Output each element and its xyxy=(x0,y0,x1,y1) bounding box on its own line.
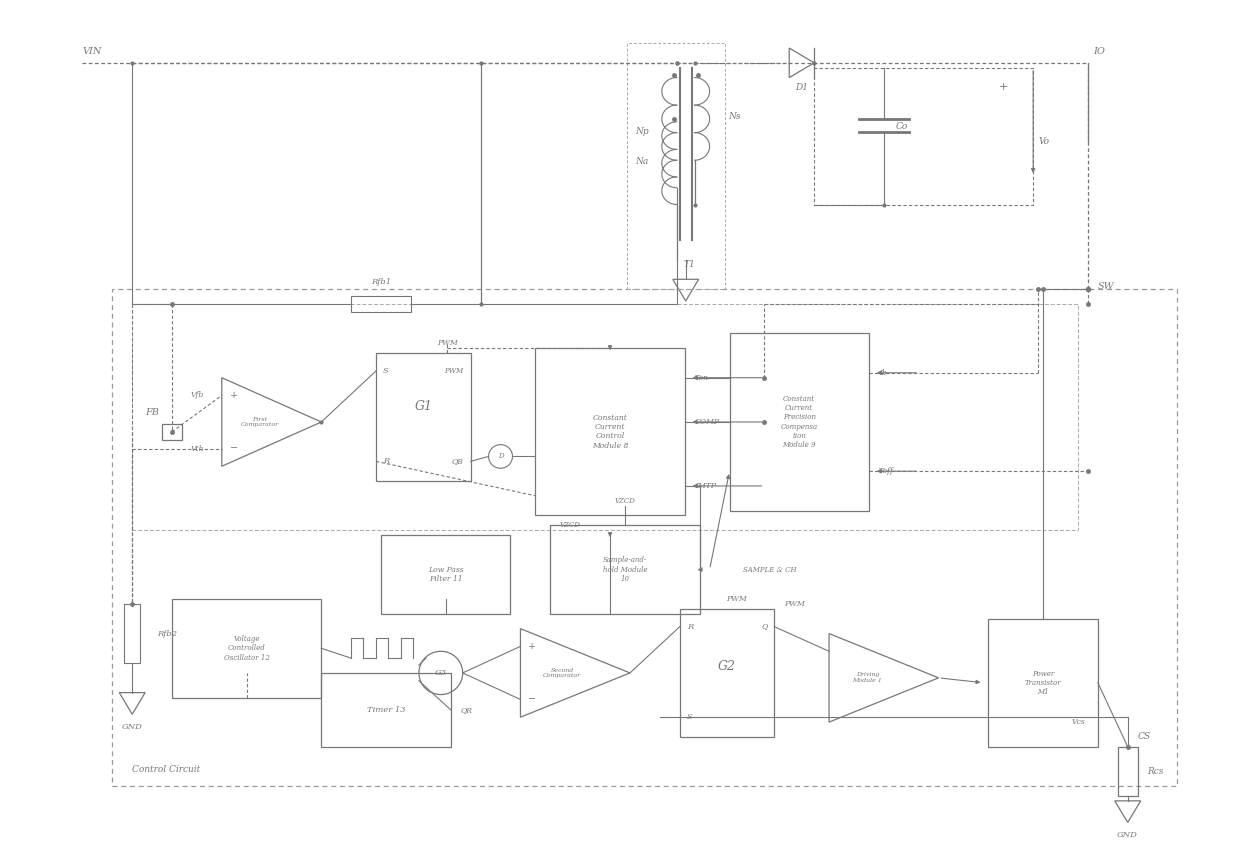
Text: Np: Np xyxy=(635,127,649,136)
Text: PWM: PWM xyxy=(784,600,805,608)
Text: Low Pass
Filter 11: Low Pass Filter 11 xyxy=(428,566,464,583)
Text: D: D xyxy=(497,452,503,460)
Text: S: S xyxy=(383,367,389,375)
Text: G1: G1 xyxy=(414,400,433,413)
Text: Ton: Ton xyxy=(694,373,709,382)
Text: Sample-and-
hold Module
10: Sample-and- hold Module 10 xyxy=(603,557,647,583)
Bar xyxy=(351,296,410,312)
Text: −: − xyxy=(229,444,238,453)
Text: G2: G2 xyxy=(718,660,737,673)
Text: QR: QR xyxy=(461,706,472,714)
Bar xyxy=(536,348,684,516)
Text: IO: IO xyxy=(1092,47,1105,56)
Text: Rcs: Rcs xyxy=(1148,767,1164,776)
Text: First
Comparator: First Comparator xyxy=(241,416,279,427)
Text: Second
Comparator: Second Comparator xyxy=(543,668,582,679)
Text: Timer 13: Timer 13 xyxy=(367,706,405,714)
Text: D1: D1 xyxy=(795,83,807,92)
Bar xyxy=(988,619,1097,747)
Text: Vcs: Vcs xyxy=(1071,718,1085,726)
Text: Rfb1: Rfb1 xyxy=(371,278,391,286)
Text: Vo: Vo xyxy=(1038,137,1049,146)
Text: G3: G3 xyxy=(435,669,446,677)
Bar xyxy=(162,424,182,440)
Bar xyxy=(551,526,699,614)
Bar xyxy=(381,535,511,614)
Text: GND: GND xyxy=(1117,831,1138,839)
Text: IMTP: IMTP xyxy=(694,482,715,490)
Bar xyxy=(627,43,724,289)
Text: Power
Transistor
M1: Power Transistor M1 xyxy=(1024,669,1061,696)
Text: QB: QB xyxy=(451,458,464,465)
Text: PWM: PWM xyxy=(445,367,464,375)
Bar xyxy=(729,333,869,510)
Text: COMP: COMP xyxy=(694,418,719,426)
Text: −: − xyxy=(528,695,537,704)
Bar xyxy=(133,304,1078,530)
Text: Rfb2: Rfb2 xyxy=(157,630,177,637)
Text: +: + xyxy=(528,642,537,651)
Bar xyxy=(113,289,1178,786)
Text: +: + xyxy=(229,391,238,400)
Text: PWM: PWM xyxy=(436,339,458,347)
Polygon shape xyxy=(119,693,145,714)
Text: +: + xyxy=(998,82,1008,93)
Bar xyxy=(1117,747,1137,796)
Text: T1: T1 xyxy=(683,260,696,269)
Text: SAMPLE & CH: SAMPLE & CH xyxy=(743,566,796,574)
Text: Toff: Toff xyxy=(879,468,894,475)
Text: Ns: Ns xyxy=(728,113,740,121)
Bar xyxy=(172,599,321,697)
Text: Voltage
Controlled
Oscillator 12: Voltage Controlled Oscillator 12 xyxy=(223,635,269,662)
Text: Control Circuit: Control Circuit xyxy=(133,765,201,775)
Polygon shape xyxy=(789,48,815,77)
Text: Constant
Current
Precision
Compensa
tion
Module 9: Constant Current Precision Compensa tion… xyxy=(781,395,817,449)
Text: Ib: Ib xyxy=(879,369,887,377)
Text: R: R xyxy=(687,622,693,631)
Bar xyxy=(815,68,1033,205)
Text: Q: Q xyxy=(761,622,768,631)
Text: VIN: VIN xyxy=(82,47,102,56)
Text: SW: SW xyxy=(1097,282,1115,291)
Text: Vfb: Vfb xyxy=(190,391,203,399)
Text: S: S xyxy=(687,713,692,722)
Polygon shape xyxy=(1115,801,1141,822)
Bar xyxy=(376,353,471,481)
Text: CS: CS xyxy=(1137,733,1151,742)
Text: R: R xyxy=(383,458,389,465)
Text: VZCD: VZCD xyxy=(615,497,635,505)
Polygon shape xyxy=(673,279,698,301)
Text: Vth: Vth xyxy=(190,445,203,452)
Text: FB: FB xyxy=(145,408,159,416)
Text: GND: GND xyxy=(122,723,143,731)
Bar xyxy=(680,609,774,737)
Bar xyxy=(124,604,140,663)
Bar xyxy=(321,673,451,747)
Text: VZCD: VZCD xyxy=(559,521,580,529)
Text: Co: Co xyxy=(895,122,908,131)
Text: PWM: PWM xyxy=(727,595,746,603)
Text: Na: Na xyxy=(635,156,649,166)
Text: Constant
Current
Control
Module 8: Constant Current Control Module 8 xyxy=(591,414,629,450)
Text: Driving
Module 1: Driving Module 1 xyxy=(852,673,883,683)
